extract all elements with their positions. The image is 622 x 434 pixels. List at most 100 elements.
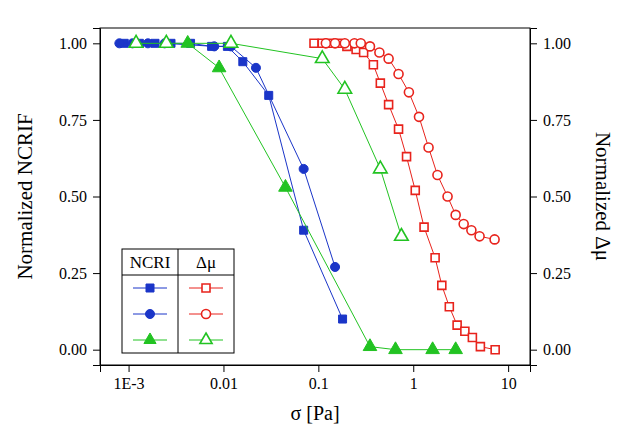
series [310, 39, 499, 353]
data-point [321, 39, 330, 48]
x-axis-tick-label: 0.1 [309, 375, 329, 392]
data-point [394, 69, 403, 78]
x-axis-tick: 1E-3 [114, 365, 145, 392]
y-axis-tick-label: 0.75 [59, 112, 87, 129]
data-point [331, 262, 340, 271]
data-point [181, 35, 195, 47]
y-axis-tick-mark [93, 350, 100, 351]
series [129, 35, 408, 240]
data-point [451, 210, 460, 219]
data-point [449, 342, 463, 354]
plot-frame [100, 28, 530, 365]
data-point [438, 281, 446, 289]
y2-axis-title: Normalized Δμ [591, 132, 615, 261]
x-axis-title: σ [Pa] [290, 402, 339, 424]
y2-axis-tick-label: 1.00 [543, 35, 571, 52]
x-axis-line [101, 366, 531, 373]
y2-axis-tick-mark [530, 120, 537, 121]
data-point [251, 63, 260, 72]
series-line [119, 43, 335, 267]
y-axis-tick: 0.75 [59, 112, 100, 129]
data-point [279, 179, 293, 191]
data-point [374, 161, 388, 173]
data-point [160, 35, 174, 47]
data-point [424, 143, 433, 152]
data-point [389, 342, 403, 354]
data-point [315, 51, 329, 63]
data-point [414, 112, 423, 121]
x-axis-tick-mark [318, 365, 319, 372]
series-line [136, 43, 401, 236]
y2-axis-tick-label: 0.50 [543, 188, 571, 205]
y-axis-tick: 0.25 [59, 265, 100, 282]
legend-marker [144, 333, 156, 344]
data-point [339, 315, 347, 323]
y2-axis-tick-label: 0.75 [543, 112, 571, 129]
data-point [426, 342, 440, 354]
x-axis-tick-label: 1E-3 [114, 375, 145, 392]
y-axis-tick: 1.00 [59, 35, 100, 52]
data-point [468, 333, 476, 341]
y2-axis-tick: 1.00 [530, 35, 571, 52]
y-axis-title: Normalized NCRIF [13, 113, 37, 279]
y2-axis-tick-mark [530, 350, 537, 351]
data-point [395, 125, 403, 133]
data-point [338, 81, 352, 93]
legend-box [122, 249, 234, 353]
x-axis-tick: 0.01 [210, 365, 238, 392]
data-point [115, 39, 124, 48]
data-point [453, 321, 461, 329]
legend-marker [146, 284, 154, 292]
x-axis-tick-mark [129, 365, 130, 372]
data-point [310, 39, 318, 47]
y-axis-tick: 0.00 [59, 341, 100, 358]
y2-axis-tick-mark [530, 43, 537, 44]
x-axis-tick-mark [223, 365, 224, 372]
series-line [326, 43, 495, 239]
data-point [395, 228, 409, 240]
x-axis-tick: 10 [501, 365, 517, 392]
y2-axis-tick-mark [530, 197, 537, 198]
y2-axis-tick: 0.00 [530, 341, 571, 358]
data-point [491, 346, 499, 354]
data-point [212, 60, 226, 72]
y-axis-tick-label: 0.50 [59, 188, 87, 205]
y-axis-tick-label: 0.25 [59, 265, 87, 282]
data-point [467, 226, 476, 235]
y2-axis-tick-mark [530, 273, 537, 274]
data-point [129, 35, 143, 47]
y2-axis-tick-label: 0.25 [543, 265, 571, 282]
y2-axis-tick: 0.75 [530, 112, 571, 129]
data-point [376, 79, 384, 87]
data-point [443, 192, 452, 201]
chart: 1E-30.010.11100.000.250.500.751.000.000.… [0, 0, 622, 434]
data-point [459, 220, 468, 229]
data-point [385, 101, 393, 109]
y-axis-tick-mark [93, 43, 100, 44]
y-axis-tick-mark [93, 120, 100, 121]
data-point [299, 164, 308, 173]
legend-marker [200, 333, 212, 344]
data-point [490, 235, 499, 244]
legend-divider [178, 249, 179, 353]
data-point [331, 39, 340, 48]
data-point [224, 35, 238, 47]
data-point [403, 153, 411, 161]
y-axis-tick-mark [93, 273, 100, 274]
data-point [375, 48, 384, 57]
data-point [369, 61, 377, 69]
data-point [476, 343, 484, 351]
x-axis-tick-label: 0.01 [210, 375, 238, 392]
legend-marker [145, 309, 154, 318]
data-point [365, 42, 374, 51]
legend-marker [202, 284, 210, 292]
plot-area [115, 35, 499, 353]
data-point [420, 223, 428, 231]
y2-axis-tick-label: 0.00 [543, 341, 571, 358]
legend: NCRIΔμ [122, 249, 234, 353]
x-axis-tick-label: 10 [501, 375, 517, 392]
data-point [433, 171, 442, 180]
data-point [411, 186, 419, 194]
series [115, 39, 340, 272]
legend-marker [201, 309, 210, 318]
